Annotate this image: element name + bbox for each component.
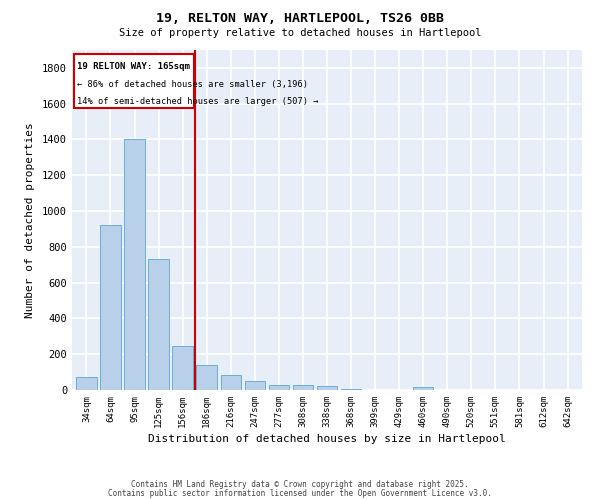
Bar xyxy=(196,365,217,390)
X-axis label: Distribution of detached houses by size in Hartlepool: Distribution of detached houses by size … xyxy=(148,434,506,444)
Bar xyxy=(124,140,145,390)
Text: ← 86% of detached houses are smaller (3,196): ← 86% of detached houses are smaller (3,… xyxy=(77,80,308,88)
FancyBboxPatch shape xyxy=(74,54,194,108)
Bar xyxy=(100,226,121,390)
Text: 19 RELTON WAY: 165sqm: 19 RELTON WAY: 165sqm xyxy=(77,62,190,70)
Text: Contains public sector information licensed under the Open Government Licence v3: Contains public sector information licen… xyxy=(108,488,492,498)
Text: 19, RELTON WAY, HARTLEPOOL, TS26 0BB: 19, RELTON WAY, HARTLEPOOL, TS26 0BB xyxy=(156,12,444,26)
Bar xyxy=(269,384,289,390)
Text: Contains HM Land Registry data © Crown copyright and database right 2025.: Contains HM Land Registry data © Crown c… xyxy=(131,480,469,489)
Bar xyxy=(245,381,265,390)
Bar xyxy=(317,386,337,390)
Bar xyxy=(76,376,97,390)
Text: Size of property relative to detached houses in Hartlepool: Size of property relative to detached ho… xyxy=(119,28,481,38)
Bar xyxy=(221,375,241,390)
Bar xyxy=(148,260,169,390)
Bar xyxy=(341,389,361,390)
Text: 14% of semi-detached houses are larger (507) →: 14% of semi-detached houses are larger (… xyxy=(77,98,319,106)
Bar xyxy=(172,346,193,390)
Y-axis label: Number of detached properties: Number of detached properties xyxy=(25,122,35,318)
Bar xyxy=(413,388,433,390)
Bar xyxy=(293,384,313,390)
